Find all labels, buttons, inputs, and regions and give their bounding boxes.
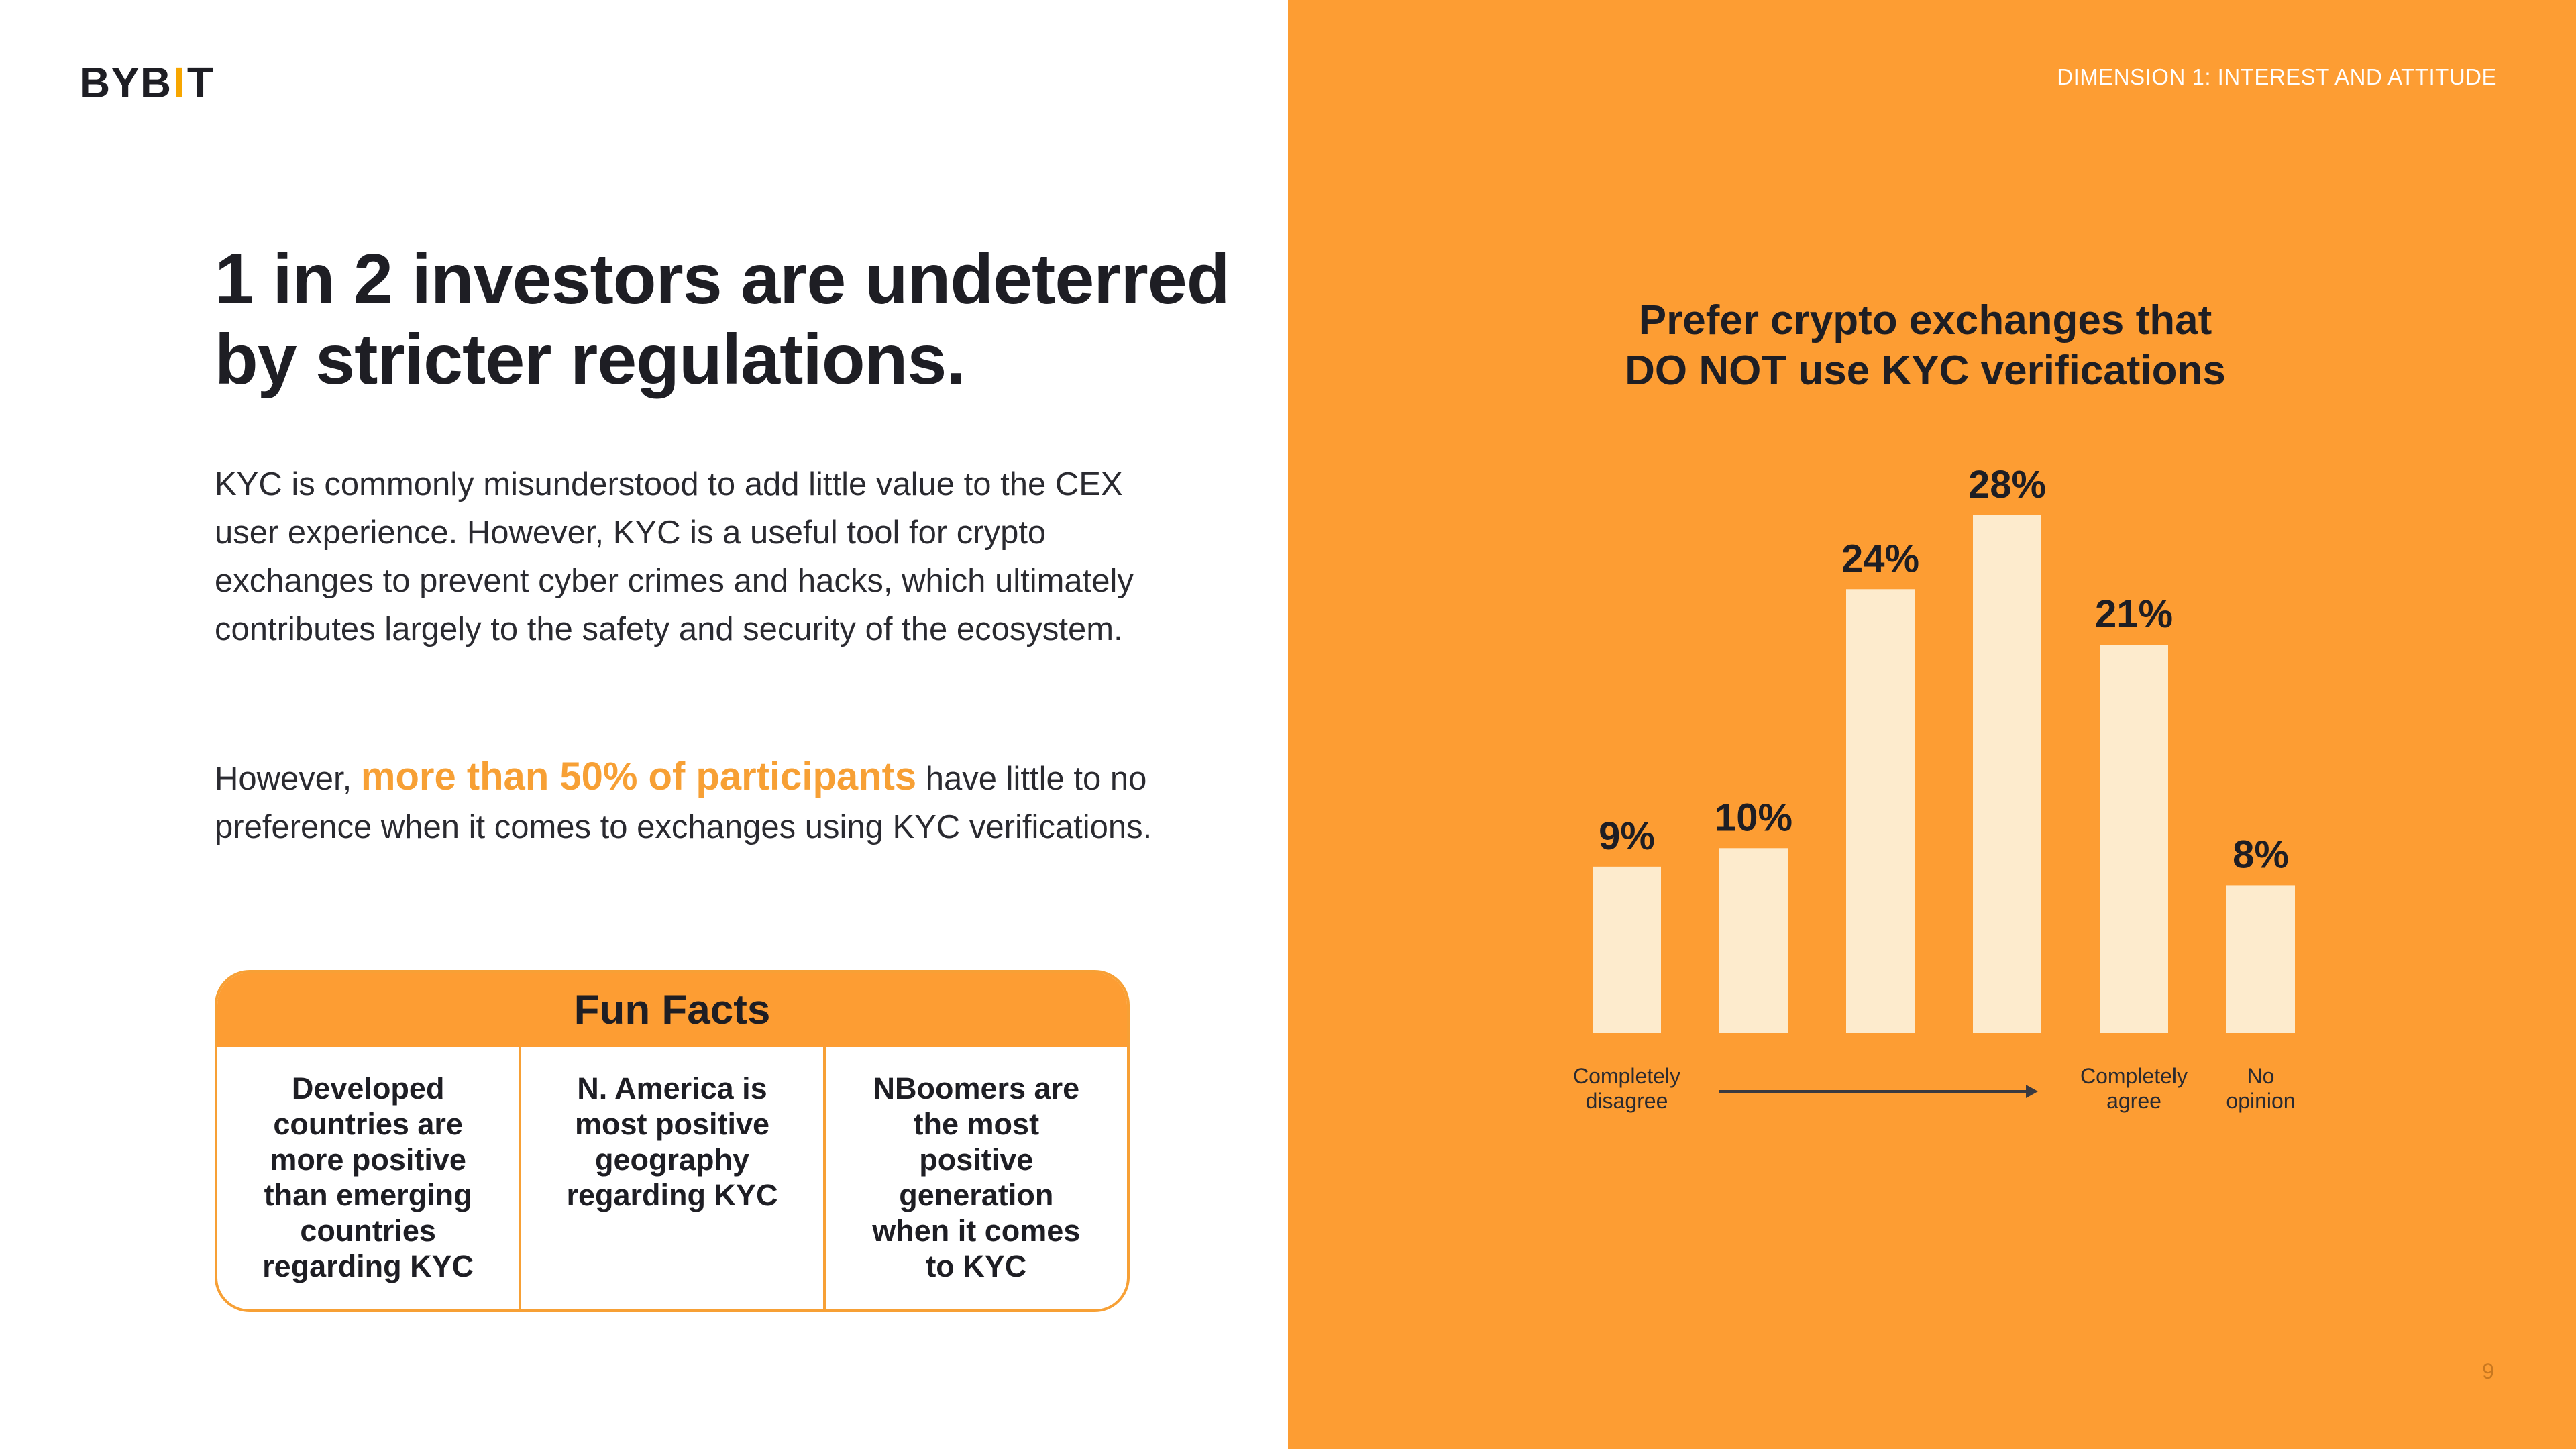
intro-paragraph: KYC is commonly misunderstood to add lit…: [215, 466, 1134, 647]
value-label-1: 9%: [1599, 814, 1655, 858]
bar-3: [1846, 589, 1915, 1033]
fun-fact-1: Developed countries are more positive th…: [217, 1046, 522, 1309]
chart-title: Prefer crypto exchanges that DO NOT use …: [1625, 297, 2226, 394]
value-label-4: 28%: [1968, 463, 2046, 506]
scale-arrow-head: [2026, 1085, 2038, 1098]
bar-4: [1973, 515, 2041, 1033]
value-label-5: 21%: [2095, 592, 2173, 636]
right-panel: [1288, 0, 2576, 1449]
left-panel: BYBIT 1 in 2 investors are undeterred by…: [79, 58, 1261, 1312]
bar-5: [2100, 645, 2168, 1033]
bybit-logo: BYBIT: [79, 58, 214, 107]
category-label-6: opinion: [2226, 1089, 2295, 1113]
bar-2: [1719, 848, 1788, 1033]
bar-chart: 9%Completelydisagree10%24%28%21%Complete…: [1573, 463, 2296, 1113]
category-label-5: agree: [2106, 1089, 2161, 1113]
highlight-text: more than 50% of participants: [360, 755, 917, 798]
bar-6: [2226, 885, 2295, 1033]
bar-1: [1593, 866, 1661, 1033]
value-label-2: 10%: [1715, 796, 1792, 839]
category-label-6: No: [2247, 1064, 2275, 1088]
fun-fact-3: NBoomers are the most positive generatio…: [872, 1071, 1081, 1283]
value-label-3: 24%: [1841, 537, 1919, 580]
value-label-6: 8%: [2233, 833, 2289, 876]
category-label-1: disagree: [1586, 1089, 1668, 1113]
page-number: 9: [2482, 1359, 2494, 1383]
section-label: DIMENSION 1: INTEREST AND ATTITUDE: [2057, 64, 2497, 89]
category-label-5: Completely: [2080, 1064, 2188, 1088]
fun-fact-2: N. America is most positive geography re…: [521, 1046, 826, 1309]
highlight-paragraph: However, more than 50% of participants h…: [215, 755, 1152, 845]
fun-facts-box: Fun Facts Developed countries are more p…: [215, 970, 1130, 1312]
page-title: 1 in 2 investors are undeterred by stric…: [215, 239, 1261, 400]
title-line-1: 1 in 2 investors are undeterred: [215, 239, 1230, 319]
title-line-2: by stricter regulations.: [215, 320, 966, 399]
fun-facts-title: Fun Facts: [217, 973, 1127, 1046]
category-label-1: Completely: [1573, 1064, 1680, 1088]
